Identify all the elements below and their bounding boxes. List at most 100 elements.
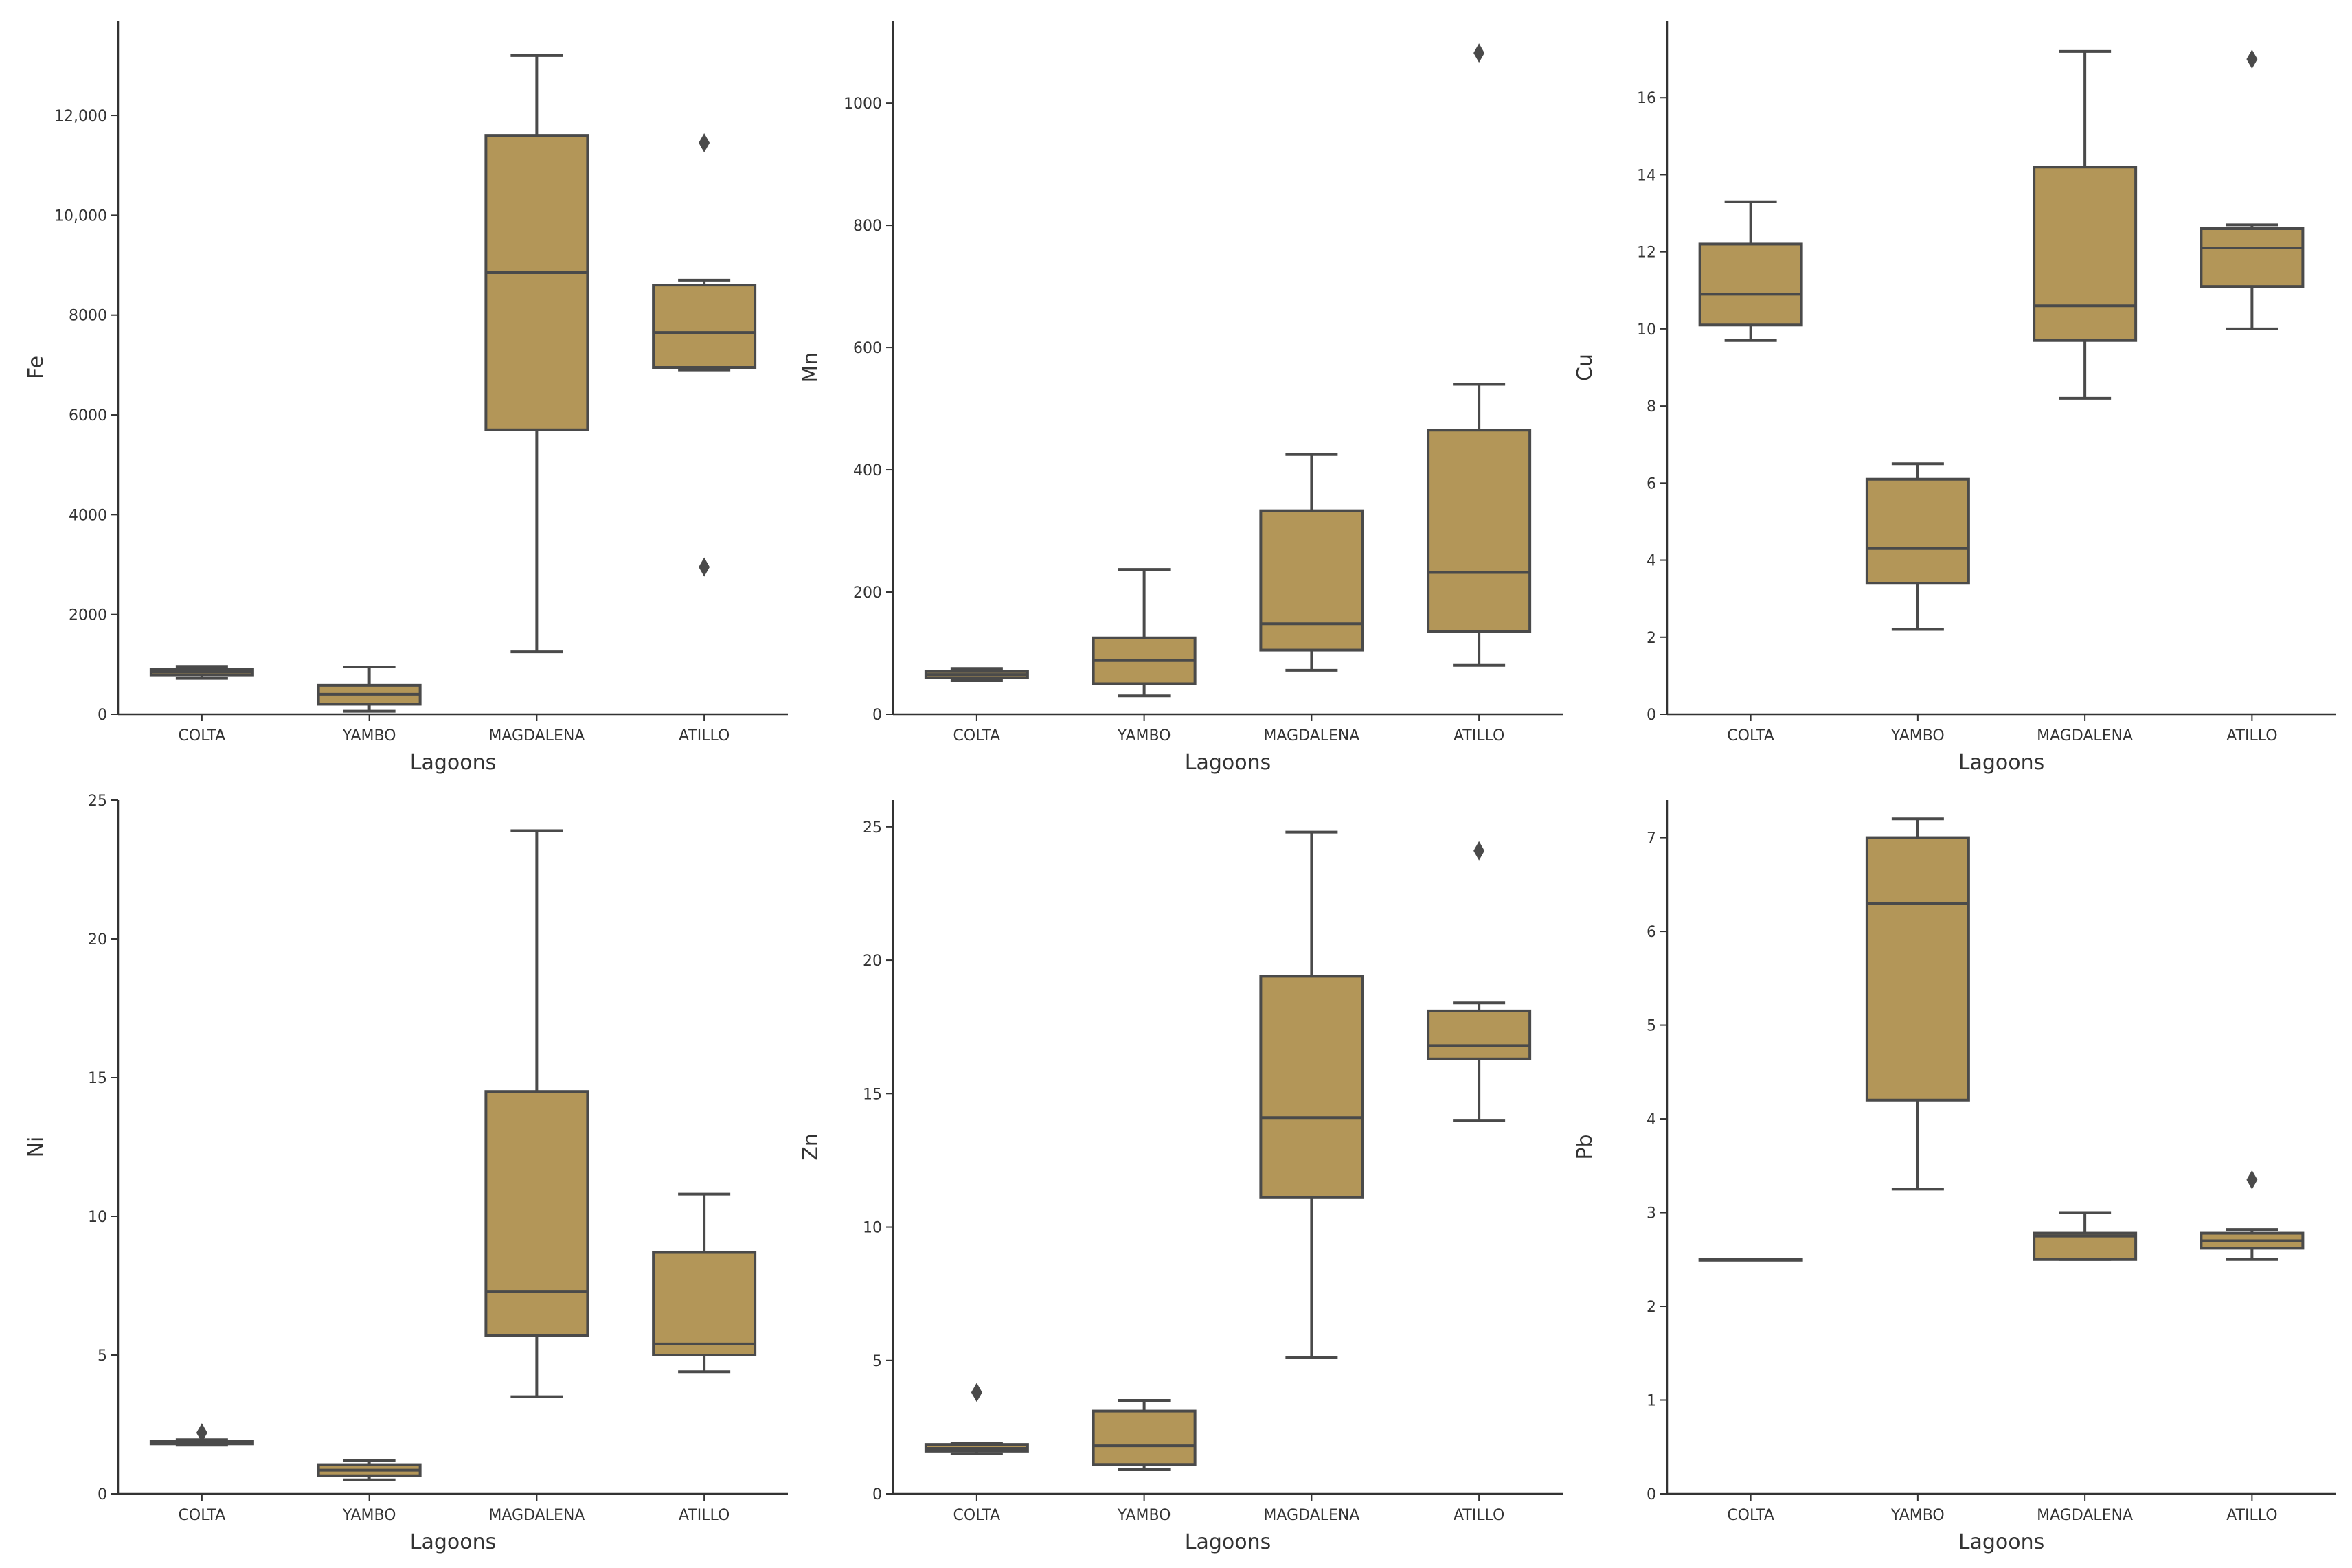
y-tick-label: 15 — [88, 1070, 107, 1087]
iqr-box — [652, 1251, 757, 1357]
iqr-box — [1092, 1409, 1197, 1466]
iqr-box — [1259, 509, 1364, 652]
y-tick-label: 25 — [88, 793, 107, 810]
y-tick-label: 400 — [853, 462, 882, 479]
panel-pb: 0 1 2 3 4 5 6 7 Pb COLTA YAMBO MAGDALENA ATILLO Lagoo… — [1573, 800, 2336, 1554]
box-magdalena — [484, 829, 589, 1398]
y-tick-label: 10 — [863, 1220, 882, 1237]
x-tick-label: ATILLO — [679, 1507, 730, 1524]
box-colta — [924, 667, 1029, 683]
box-yambo — [317, 1459, 422, 1481]
box-yambo — [1092, 568, 1197, 698]
outlier-point — [1473, 43, 1485, 63]
y-tick-label: 5 — [98, 1348, 107, 1365]
y-tick-label: 10,000 — [54, 207, 107, 225]
panel-zn: 0 5 10 15 20 25 Zn COLTA YAMBO MAGDALENA ATILLO Lag… — [799, 800, 1563, 1554]
y-tick-label: 0 — [98, 707, 107, 724]
outlier-point — [699, 557, 710, 577]
y-axis-label: Zn — [799, 1133, 823, 1161]
y-tick-label: 5 — [872, 1353, 882, 1370]
x-tick-label: YAMBO — [342, 1507, 396, 1524]
x-tick-label: YAMBO — [1117, 727, 1171, 745]
x-tick-label: YAMBO — [1890, 1507, 1945, 1524]
x-tick-label: MAGDALENA — [1263, 1507, 1359, 1524]
box-atillo — [652, 1192, 757, 1374]
box-magdalena — [1259, 453, 1364, 672]
box-colta — [149, 665, 254, 680]
box-magdalena — [2033, 49, 2138, 400]
panel-mn: 0 200 400 600 800 1000 Mn COLTA YAMBO MAGDALENA AT… — [799, 21, 1563, 775]
y-tick-label: 15 — [863, 1086, 882, 1103]
box-yambo — [317, 665, 422, 713]
x-tick-label: YAMBO — [1890, 727, 1945, 745]
outlier-point — [1473, 841, 1485, 861]
iqr-box — [1427, 1009, 1532, 1060]
y-tick-label: 20 — [863, 953, 882, 970]
box-yambo — [1865, 817, 1970, 1191]
x-axis-label: Lagoons — [1958, 751, 2045, 775]
x-tick-label: COLTA — [953, 727, 1001, 745]
y-tick-label: 4000 — [69, 507, 107, 524]
y-tick-label: 5 — [1647, 1018, 1656, 1035]
y-tick-label: 25 — [863, 819, 882, 837]
y-tick-label: 2 — [1647, 630, 1656, 647]
x-tick-label: COLTA — [1727, 727, 1774, 745]
box-colta — [149, 1423, 254, 1447]
box-yambo — [1865, 462, 1970, 631]
y-tick-label: 7 — [1647, 830, 1656, 848]
outlier-point — [2246, 49, 2258, 69]
y-tick-label: 10 — [88, 1209, 107, 1226]
y-tick-label: 1 — [1647, 1393, 1656, 1410]
y-axis-label: Fe — [24, 356, 48, 379]
x-tick-label: COLTA — [179, 1507, 226, 1524]
iqr-box — [2033, 166, 2138, 342]
y-axis-label: Pb — [1573, 1134, 1597, 1159]
x-tick-label: MAGDALENA — [2037, 727, 2133, 745]
y-tick-label: 600 — [853, 340, 882, 357]
y-tick-label: 2 — [1647, 1299, 1656, 1316]
iqr-box — [1865, 477, 1970, 585]
y-tick-label: 0 — [872, 1486, 882, 1503]
y-tick-label: 6 — [1647, 924, 1656, 941]
y-axis-label: Ni — [24, 1137, 48, 1158]
x-tick-label: MAGDALENA — [488, 1507, 585, 1524]
box-magdalena — [2033, 1211, 2138, 1261]
iqr-box — [1698, 242, 1803, 327]
y-tick-label: 0 — [872, 707, 882, 724]
iqr-box — [1427, 429, 1532, 633]
box-yambo — [1092, 1399, 1197, 1472]
iqr-box — [484, 1090, 589, 1337]
y-tick-label: 200 — [853, 584, 882, 602]
y-tick-label: 8 — [1647, 398, 1656, 416]
x-tick-label: YAMBO — [1117, 1507, 1171, 1524]
x-tick-label: ATILLO — [2226, 727, 2277, 745]
x-tick-label: COLTA — [1727, 1507, 1774, 1524]
iqr-box — [1259, 975, 1364, 1199]
x-tick-label: MAGDALENA — [1263, 727, 1359, 745]
iqr-box — [1865, 836, 1970, 1102]
iqr-box — [484, 134, 589, 431]
box-atillo — [1427, 841, 1532, 1122]
x-tick-label: ATILLO — [1454, 1507, 1504, 1524]
y-tick-label: 800 — [853, 218, 882, 235]
box-magdalena — [484, 54, 589, 654]
x-axis-label: Lagoons — [410, 751, 497, 775]
y-tick-label: 4 — [1647, 1111, 1656, 1128]
y-tick-label: 3 — [1647, 1205, 1656, 1223]
y-tick-label: 6000 — [69, 407, 107, 424]
x-axis-label: Lagoons — [410, 1530, 497, 1554]
box-atillo — [2200, 49, 2305, 330]
outlier-point — [699, 133, 710, 153]
panel-ni: 0 5 10 15 20 25 Ni COLTA YAMBO MAGDALENA ATILLO Lag… — [24, 793, 788, 1554]
iqr-box — [2200, 227, 2305, 288]
x-tick-label: ATILLO — [1454, 727, 1504, 745]
iqr-box — [652, 284, 757, 369]
x-tick-label: COLTA — [953, 1507, 1001, 1524]
x-axis-label: Lagoons — [1958, 1530, 2045, 1554]
y-tick-label: 4 — [1647, 553, 1656, 570]
y-tick-label: 1000 — [844, 95, 882, 113]
panel-cu: 0 2 4 6 8 10 12 14 16 Cu COLTA YAMBO MAGDALENA ATILLO… — [1573, 21, 2336, 775]
y-tick-label: 14 — [1637, 167, 1656, 184]
panel-fe: 0 2000 4000 6000 8000 10,000 12,000 Fe COLTA YAMB… — [24, 21, 788, 775]
